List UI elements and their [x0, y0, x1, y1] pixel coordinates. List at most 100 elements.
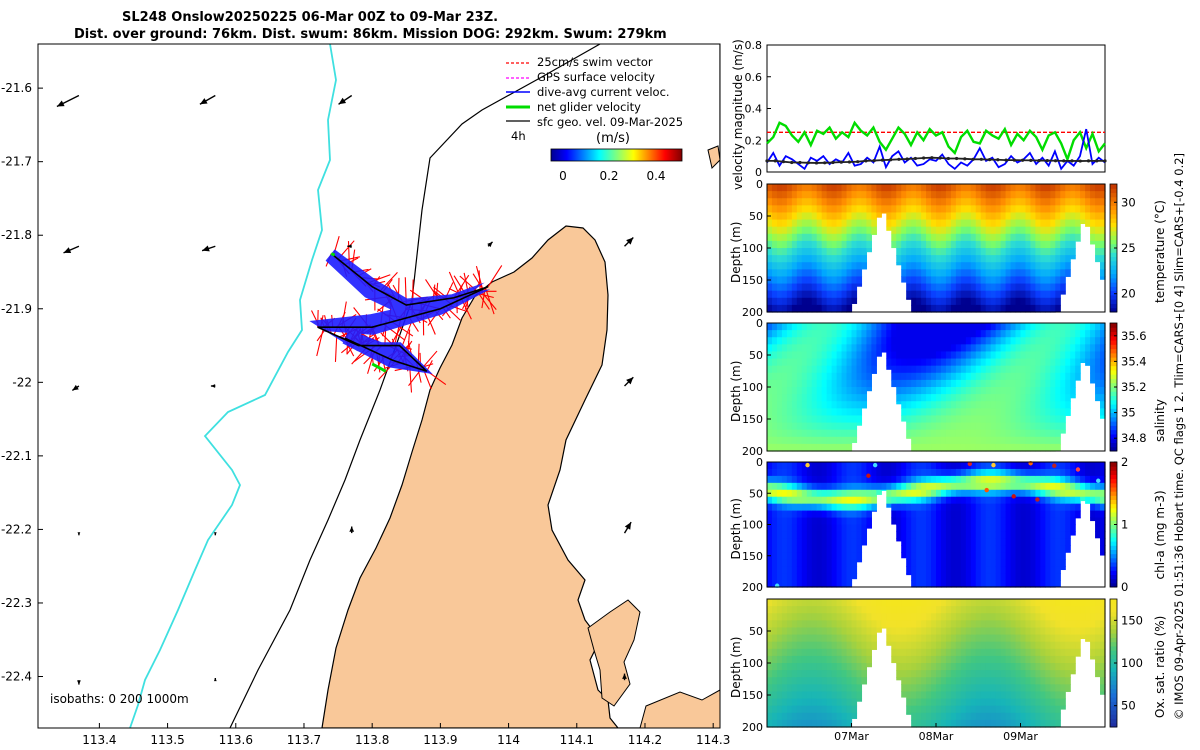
section-cell [871, 330, 877, 338]
section-cell [801, 262, 808, 270]
section-cell [767, 436, 773, 445]
section-cell [1060, 655, 1066, 664]
section-cell [806, 620, 813, 629]
section-cell [776, 283, 783, 292]
section-cell [1015, 489, 1022, 498]
section-cell [1090, 205, 1096, 214]
section-cell [856, 648, 863, 657]
section-cell [975, 323, 982, 331]
section-cell [926, 634, 932, 643]
section-cell [965, 276, 972, 285]
section-cell [926, 677, 932, 685]
section-cell [851, 212, 858, 221]
section-cell [801, 634, 808, 643]
section-cell [955, 212, 962, 221]
section-cell [1040, 226, 1046, 235]
section-cell [1055, 344, 1061, 353]
section-cell [945, 191, 952, 199]
section-cell [861, 489, 868, 498]
section-cell [1050, 219, 1056, 228]
section-cell [960, 330, 967, 338]
section-cell [980, 401, 987, 409]
section-cell [975, 240, 982, 249]
section-cell [1030, 429, 1037, 438]
section-cell [926, 191, 932, 199]
section-cell [931, 358, 937, 367]
section-cell [1000, 698, 1007, 707]
colorbar-segment [1110, 637, 1117, 643]
section-cell [985, 606, 992, 614]
colorbar-segment [1110, 462, 1117, 467]
section-cell [1055, 408, 1061, 417]
section-cell [1000, 304, 1007, 313]
section-cell [921, 212, 927, 221]
section-cell [921, 496, 927, 505]
map-x-tick-label: 113.8 [355, 733, 389, 747]
section-cell [1075, 323, 1081, 331]
section-cell [831, 606, 838, 614]
section-cell [960, 613, 967, 621]
section-cell [1010, 670, 1017, 678]
section-cell [806, 248, 813, 256]
section-cell [881, 613, 887, 621]
section-cell [911, 517, 917, 526]
section-cell [1050, 670, 1056, 678]
section-cell [990, 573, 997, 581]
section-cell [851, 691, 858, 700]
section-cell [1070, 330, 1076, 338]
section-cell [846, 510, 853, 519]
section-cell [811, 344, 818, 353]
section-cell [781, 712, 788, 721]
section-cell [1035, 566, 1041, 574]
section-cell [1090, 337, 1096, 345]
section-cell [1020, 422, 1027, 431]
section-cell [1045, 351, 1051, 360]
section-cell [936, 358, 942, 367]
section-cell [985, 184, 992, 192]
section-cell [985, 580, 992, 588]
section-cell [985, 573, 992, 581]
section-cell [841, 365, 848, 374]
section-cell [796, 344, 803, 353]
section-cell [836, 648, 843, 657]
section-cell [985, 297, 992, 306]
section-cell [851, 297, 858, 304]
section-cell [806, 226, 813, 235]
section-cell [1025, 580, 1032, 588]
section-cell [1055, 475, 1061, 484]
section-cell [965, 323, 972, 331]
section-cell [856, 351, 863, 360]
section-cell [1045, 436, 1051, 445]
section-cell [831, 489, 838, 498]
section-cell [1090, 489, 1096, 498]
section-cell [771, 212, 778, 221]
section-cell [1015, 358, 1022, 367]
section-cell [781, 330, 788, 338]
section-cell [980, 358, 987, 367]
section-cell [1010, 240, 1017, 249]
section-cell [990, 240, 997, 249]
section-cell [921, 255, 927, 263]
section-cell [1100, 627, 1106, 636]
section-cell [945, 255, 952, 263]
section-cell [955, 408, 962, 417]
section-cell [1020, 443, 1027, 452]
section-cell [911, 705, 917, 714]
section-cell [926, 545, 932, 553]
section-x-tick-label: 08Mar [919, 730, 954, 743]
section-cell [926, 184, 932, 192]
section-cell [791, 184, 798, 192]
section-cell [1055, 248, 1061, 256]
section-cell [1100, 552, 1106, 556]
section-cell [936, 219, 942, 228]
section-cell [940, 468, 947, 477]
section-cell [841, 269, 848, 278]
section-cell [1005, 545, 1012, 553]
section-cell [940, 620, 947, 629]
section-cell [886, 613, 892, 621]
section-cell [1070, 365, 1076, 374]
section-cell [776, 184, 783, 192]
map-y-tick-label: -21.6 [1, 81, 32, 95]
section-cell [970, 580, 977, 588]
section-cell [931, 482, 937, 491]
